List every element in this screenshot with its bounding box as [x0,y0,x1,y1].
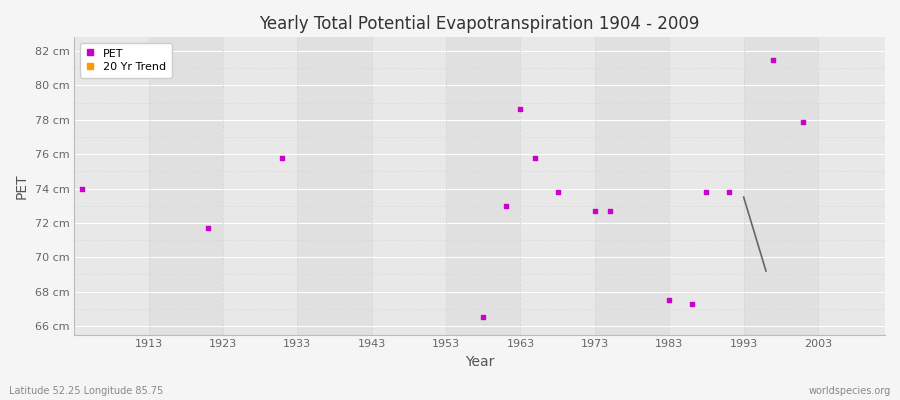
Bar [297,37,372,334]
Bar [372,37,446,334]
Bar [148,37,223,334]
Point [796,118,810,125]
Point [275,154,290,161]
Point [513,106,527,113]
Point [588,208,602,214]
Bar [74,37,148,334]
Bar [595,37,670,334]
Bar [520,37,595,334]
Y-axis label: PET: PET [15,173,29,199]
Point [684,300,698,307]
Point [499,202,513,209]
Bar [743,37,818,334]
X-axis label: Year: Year [465,355,494,369]
Text: worldspecies.org: worldspecies.org [809,386,891,396]
Legend: PET, 20 Yr Trend: PET, 20 Yr Trend [80,43,172,78]
Point [75,185,89,192]
Point [476,314,491,321]
Point [766,56,780,63]
Point [699,189,714,195]
Point [662,297,677,304]
Title: Yearly Total Potential Evapotranspiration 1904 - 2009: Yearly Total Potential Evapotranspiratio… [259,15,700,33]
Point [528,154,543,161]
Point [722,189,736,195]
Text: Latitude 52.25 Longitude 85.75: Latitude 52.25 Longitude 85.75 [9,386,163,396]
Bar [446,37,520,334]
Point [201,225,215,231]
Point [603,208,617,214]
Bar [818,37,885,334]
Point [551,189,565,195]
Bar [223,37,297,334]
Bar [670,37,743,334]
